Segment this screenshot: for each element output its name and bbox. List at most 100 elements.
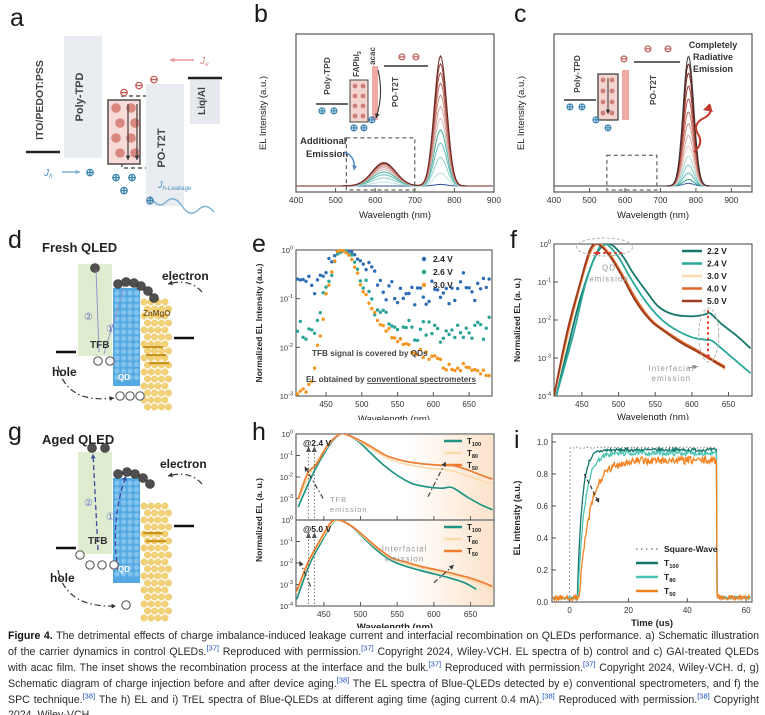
tfb-label: TFB: [90, 340, 109, 351]
x-tick-label: 600: [427, 610, 441, 619]
schematic-title: Fresh QLED: [42, 240, 117, 255]
panel-letter-h: h: [252, 418, 266, 446]
citation-link[interactable]: [38]: [697, 691, 710, 701]
tfb-label: TFB: [88, 536, 107, 547]
x-tick-label: 600: [427, 400, 441, 409]
citation-link[interactable]: [37]: [206, 643, 219, 653]
citation-link[interactable]: [38]: [542, 691, 555, 701]
inset-poly-tpd: Poly-TPD: [322, 57, 332, 95]
x-tick-label: 500: [329, 195, 343, 205]
x-tick-label: 800: [689, 195, 703, 205]
current-je-label: Je: [199, 56, 209, 68]
y-tick-label: 100: [282, 246, 293, 256]
spectrum-curve: [554, 178, 751, 187]
y-tick-label: 10-1: [538, 278, 551, 288]
figure-caption: Figure 4. The detrimental effects of cha…: [8, 630, 760, 715]
electron-label: electron: [162, 269, 209, 283]
svg-text:⊕: ⊕: [368, 115, 376, 126]
legend-item: T50: [664, 586, 676, 598]
y-tick-label: 0.4: [537, 534, 549, 543]
svg-text:⊖: ⊖: [134, 80, 143, 92]
svg-text:⊕: ⊕: [592, 115, 600, 126]
panel-letter-a: a: [10, 4, 24, 32]
x-tick-label: 450: [317, 610, 331, 619]
x-axis-label: Time (us): [631, 618, 673, 628]
panel-f: f 450 500 550 600 650 100 10-1 10-2 10-3 10-4 Wave…: [508, 228, 765, 420]
spectrum-curve: [554, 55, 751, 187]
x-tick-label: 650: [464, 610, 478, 619]
legend-item: Square-Wave: [664, 544, 718, 554]
x-tick-label: 400: [289, 195, 303, 205]
panel-e-chart: 450 500 550 600 650 100 10-1 10-2 10-3 Wavelength…: [254, 246, 493, 420]
x-axis-label: Wavelength (nm): [359, 210, 431, 221]
svg-text:⊕: ⊕: [360, 123, 368, 134]
panel-e: e 450 500 550 600 650 100 10-1 10-2 10-3 Waveleng…: [250, 228, 508, 420]
y-tick-label: 0.8: [537, 470, 549, 479]
inset-fapbi3: FAPbI3: [352, 51, 363, 77]
layer-po-t2t: PO-T2T: [156, 128, 168, 167]
qd-label: QD: [118, 373, 130, 382]
panel-letter-d: d: [8, 226, 22, 254]
svg-text:⊕: ⊕: [330, 106, 338, 117]
y-tick-label: 10-3: [538, 354, 551, 364]
svg-text:Emission: Emission: [306, 149, 348, 160]
svg-text:⊖: ⊖: [398, 52, 406, 63]
citation-link[interactable]: [37]: [361, 643, 374, 653]
hole-label: hole: [50, 571, 75, 585]
citation-link[interactable]: [38]: [336, 675, 350, 685]
tfb-emission-label: TFB: [330, 495, 347, 504]
inset-acac: acac: [368, 47, 377, 65]
interfacial-emission-label: Interfacial: [382, 544, 428, 553]
svg-text:⊕: ⊕: [111, 172, 120, 184]
x-tick-label: 600: [685, 400, 699, 409]
y-axis-label: Normalized EL (a. u.): [254, 478, 264, 562]
panel-h: h 100 10-1 10-2 10-3 @2.4 V T100 T80 T50 TFB emis…: [250, 420, 508, 628]
y-axis-label: EL intensity (a.u.): [512, 481, 522, 556]
svg-text:⊕: ⊕: [604, 123, 612, 134]
panel-a-schematic: ITO/PEDOT:PSS Poly-TPD PO-T2T Liq/Al ⊖ ⊖ ⊖ Je Jh…: [26, 36, 222, 214]
citation-link[interactable]: [37]: [583, 659, 596, 669]
step-2-marker: ②: [84, 312, 93, 323]
inset-po-t2t: PO-T2T: [648, 74, 658, 105]
citation-link[interactable]: [38]: [82, 691, 96, 701]
svg-text:⊖: ⊖: [664, 44, 672, 55]
legend-item: 5.0 V: [707, 296, 727, 306]
voltage-label: @2.4 V: [303, 438, 331, 448]
svg-text:⊕: ⊕: [85, 167, 94, 179]
x-tick-label: 900: [724, 195, 738, 205]
svg-text:⊕: ⊕: [127, 172, 136, 184]
y-tick-label: 10-1: [280, 451, 293, 461]
series-3.0 V: [554, 244, 726, 396]
x-tick-label: 450: [575, 400, 589, 409]
x-axis-label: Wavelength (nm): [357, 622, 433, 628]
x-tick-label: 0: [567, 606, 572, 615]
y-tick-label: 1.0: [537, 438, 549, 447]
y-tick-label: 100: [540, 240, 551, 250]
svg-text:⊖: ⊖: [644, 44, 652, 55]
series-group: [296, 54, 493, 187]
radiative-emission-label: Emission: [693, 64, 733, 74]
series-group: [554, 244, 752, 396]
hole-label: hole: [52, 365, 77, 379]
x-tick-label: 20: [624, 606, 633, 615]
svg-text:⊕: ⊕: [566, 102, 574, 113]
svg-text:⊕: ⊕: [318, 106, 326, 117]
panel-i-chart: 0 20 40 60 0.0 0.2 0.4 0.6 0.8 1.0 Time (us) EL int…: [512, 433, 753, 628]
panel-a: a ITO/PEDOT:PSS Poly-TPD PO-T2T Liq/Al ⊖ ⊖ ⊖ Je…: [0, 0, 250, 228]
citation-link[interactable]: [37]: [428, 659, 442, 669]
legend-item: T50: [467, 461, 478, 472]
series-T|50: [552, 454, 751, 603]
qd-emission-label: emission: [589, 275, 629, 284]
x-tick-label: 550: [649, 400, 663, 409]
y-tick-label: 0.0: [537, 598, 549, 607]
y-axis-label: Normalized EL Intensity (a.u.): [254, 263, 264, 382]
panel-letter-g: g: [8, 418, 22, 446]
legend-item: 2.4 V: [433, 254, 453, 264]
dashed-highlight-box: [345, 137, 416, 191]
interfacial-emission-label: emission: [652, 374, 692, 383]
series-5.0 V: [554, 244, 726, 396]
x-tick-label: 450: [319, 400, 333, 409]
y-axis-label: Normalized EL (a. u.): [512, 278, 522, 362]
x-axis-label: Wavelength (nm): [617, 210, 689, 221]
legend-item: T100: [664, 558, 679, 570]
